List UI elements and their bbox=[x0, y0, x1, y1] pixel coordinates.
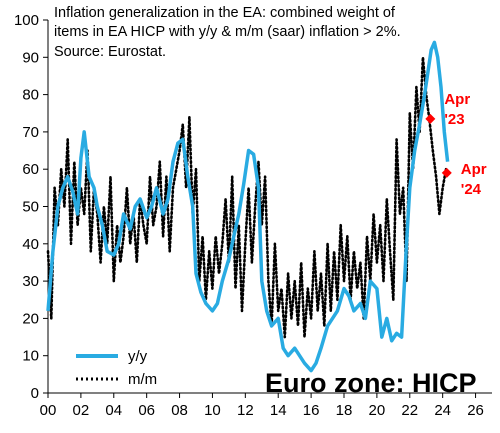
series-layer bbox=[46, 40, 450, 373]
x-tick-label: 02 bbox=[73, 402, 90, 419]
x-tick-label: 22 bbox=[401, 402, 418, 419]
x-tick-label: 14 bbox=[270, 402, 287, 419]
annotation-label: Apr bbox=[461, 161, 487, 178]
y-tick-label: 0 bbox=[31, 385, 39, 402]
x-tick-label: 08 bbox=[171, 402, 188, 419]
y-tick-label: 20 bbox=[22, 310, 39, 327]
legend-yy-label: y/y bbox=[128, 348, 148, 365]
series-yy-line bbox=[46, 40, 450, 373]
y-tick-label: 80 bbox=[22, 87, 39, 104]
y-tick-label: 60 bbox=[22, 161, 39, 178]
legend-mm-label: m/m bbox=[128, 371, 157, 388]
y-tick-label: 10 bbox=[22, 348, 39, 365]
y-tick-label: 100 bbox=[14, 12, 39, 29]
x-tick-label: 20 bbox=[369, 402, 386, 419]
chart-watermark: Euro zone: HICP bbox=[265, 368, 477, 398]
annotation-marker bbox=[441, 167, 452, 178]
y-tick-label: 90 bbox=[22, 49, 39, 66]
y-ticks: 0 10 20 30 40 50 60 70 80 90 100 bbox=[14, 12, 48, 402]
y-tick-label: 40 bbox=[22, 236, 39, 253]
x-tick-label: 16 bbox=[303, 402, 320, 419]
y-tick-label: 30 bbox=[22, 273, 39, 290]
annotation-marker bbox=[425, 113, 436, 124]
annotation-label: Apr bbox=[444, 91, 470, 108]
x-tick-label: 18 bbox=[336, 402, 353, 419]
chart-title-line-3: Source: Eurostat. bbox=[54, 44, 166, 60]
x-tick-label: 00 bbox=[40, 402, 57, 419]
axes: 00 02 04 06 08 10 12 14 16 18 20 22 24 26 0 10 20 30 40 50… bbox=[14, 12, 492, 419]
x-tick-label: 06 bbox=[138, 402, 155, 419]
y-tick-label: 70 bbox=[22, 124, 39, 141]
x-tick-label: 26 bbox=[467, 402, 484, 419]
y-tick-label: 50 bbox=[22, 199, 39, 216]
x-tick-label: 12 bbox=[237, 402, 254, 419]
x-tick-label: 04 bbox=[105, 402, 122, 419]
legend: y/y m/m bbox=[76, 348, 157, 388]
annotation-layer: Apr '23 Apr '24 bbox=[425, 91, 487, 198]
annotation-label: '24 bbox=[461, 181, 482, 198]
annotation-label: '23 bbox=[444, 111, 464, 128]
x-tick-label: 10 bbox=[204, 402, 221, 419]
x-tick-label: 24 bbox=[434, 402, 451, 419]
x-ticks: 00 02 04 06 08 10 12 14 16 18 20 22 24 26 bbox=[40, 393, 484, 419]
chart-title-line-2: items in EA HICP with y/y & m/m (saar) i… bbox=[54, 24, 401, 40]
chart-title-line-1: Inflation generalization in the EA: comb… bbox=[54, 5, 396, 21]
series-mm-line bbox=[46, 55, 448, 339]
